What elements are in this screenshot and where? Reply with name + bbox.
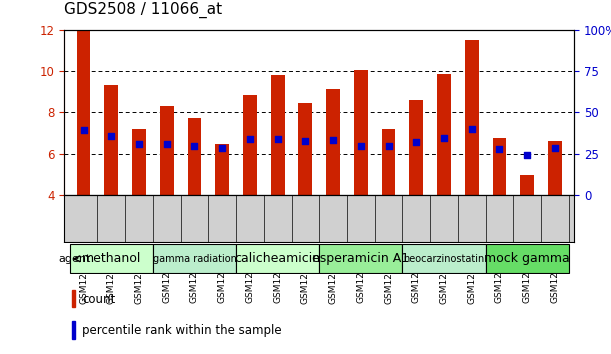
Bar	[465, 40, 478, 195]
Text: gamma radiation: gamma radiation	[153, 254, 236, 264]
Bar	[76, 30, 90, 195]
Point	[439, 135, 449, 141]
Text: count: count	[82, 293, 115, 306]
Bar	[298, 103, 312, 195]
Bar	[492, 138, 507, 195]
Bar	[437, 74, 451, 195]
Point	[467, 126, 477, 132]
Text: GDS2508 / 11066_at: GDS2508 / 11066_at	[64, 1, 222, 18]
Text: mock gamma: mock gamma	[485, 252, 570, 265]
FancyBboxPatch shape	[236, 244, 320, 273]
Point	[106, 133, 116, 139]
Point	[328, 137, 338, 143]
Bar	[132, 129, 146, 195]
Point	[79, 127, 89, 133]
Bar	[188, 118, 202, 195]
Bar	[382, 129, 395, 195]
Bar	[548, 141, 562, 195]
Bar	[521, 175, 534, 195]
Point	[162, 142, 172, 147]
Point	[189, 143, 199, 149]
Bar	[271, 75, 285, 195]
FancyBboxPatch shape	[320, 244, 403, 273]
Point	[384, 143, 393, 149]
Point	[134, 142, 144, 147]
Bar	[326, 89, 340, 195]
Bar	[160, 106, 174, 195]
FancyBboxPatch shape	[403, 244, 486, 273]
Point	[245, 136, 255, 142]
Bar	[72, 321, 75, 339]
Text: percentile rank within the sample: percentile rank within the sample	[82, 325, 282, 337]
Point	[218, 145, 227, 151]
Text: neocarzinostatin: neocarzinostatin	[403, 254, 485, 264]
Bar	[409, 100, 423, 195]
Point	[273, 136, 282, 142]
Text: methanol: methanol	[82, 252, 141, 265]
FancyBboxPatch shape	[153, 244, 236, 273]
Text: esperamicin A1: esperamicin A1	[312, 252, 409, 265]
Point	[522, 152, 532, 158]
Bar	[354, 70, 368, 195]
Point	[301, 138, 310, 144]
Point	[356, 143, 366, 149]
Point	[411, 139, 421, 145]
Bar	[243, 95, 257, 195]
FancyBboxPatch shape	[70, 244, 153, 273]
FancyBboxPatch shape	[486, 244, 569, 273]
Point	[550, 145, 560, 151]
Text: calicheamicin: calicheamicin	[235, 252, 321, 265]
Bar	[215, 144, 229, 195]
Text: agent: agent	[59, 254, 91, 264]
Point	[494, 147, 504, 152]
Bar	[72, 290, 75, 307]
Bar	[104, 85, 118, 195]
